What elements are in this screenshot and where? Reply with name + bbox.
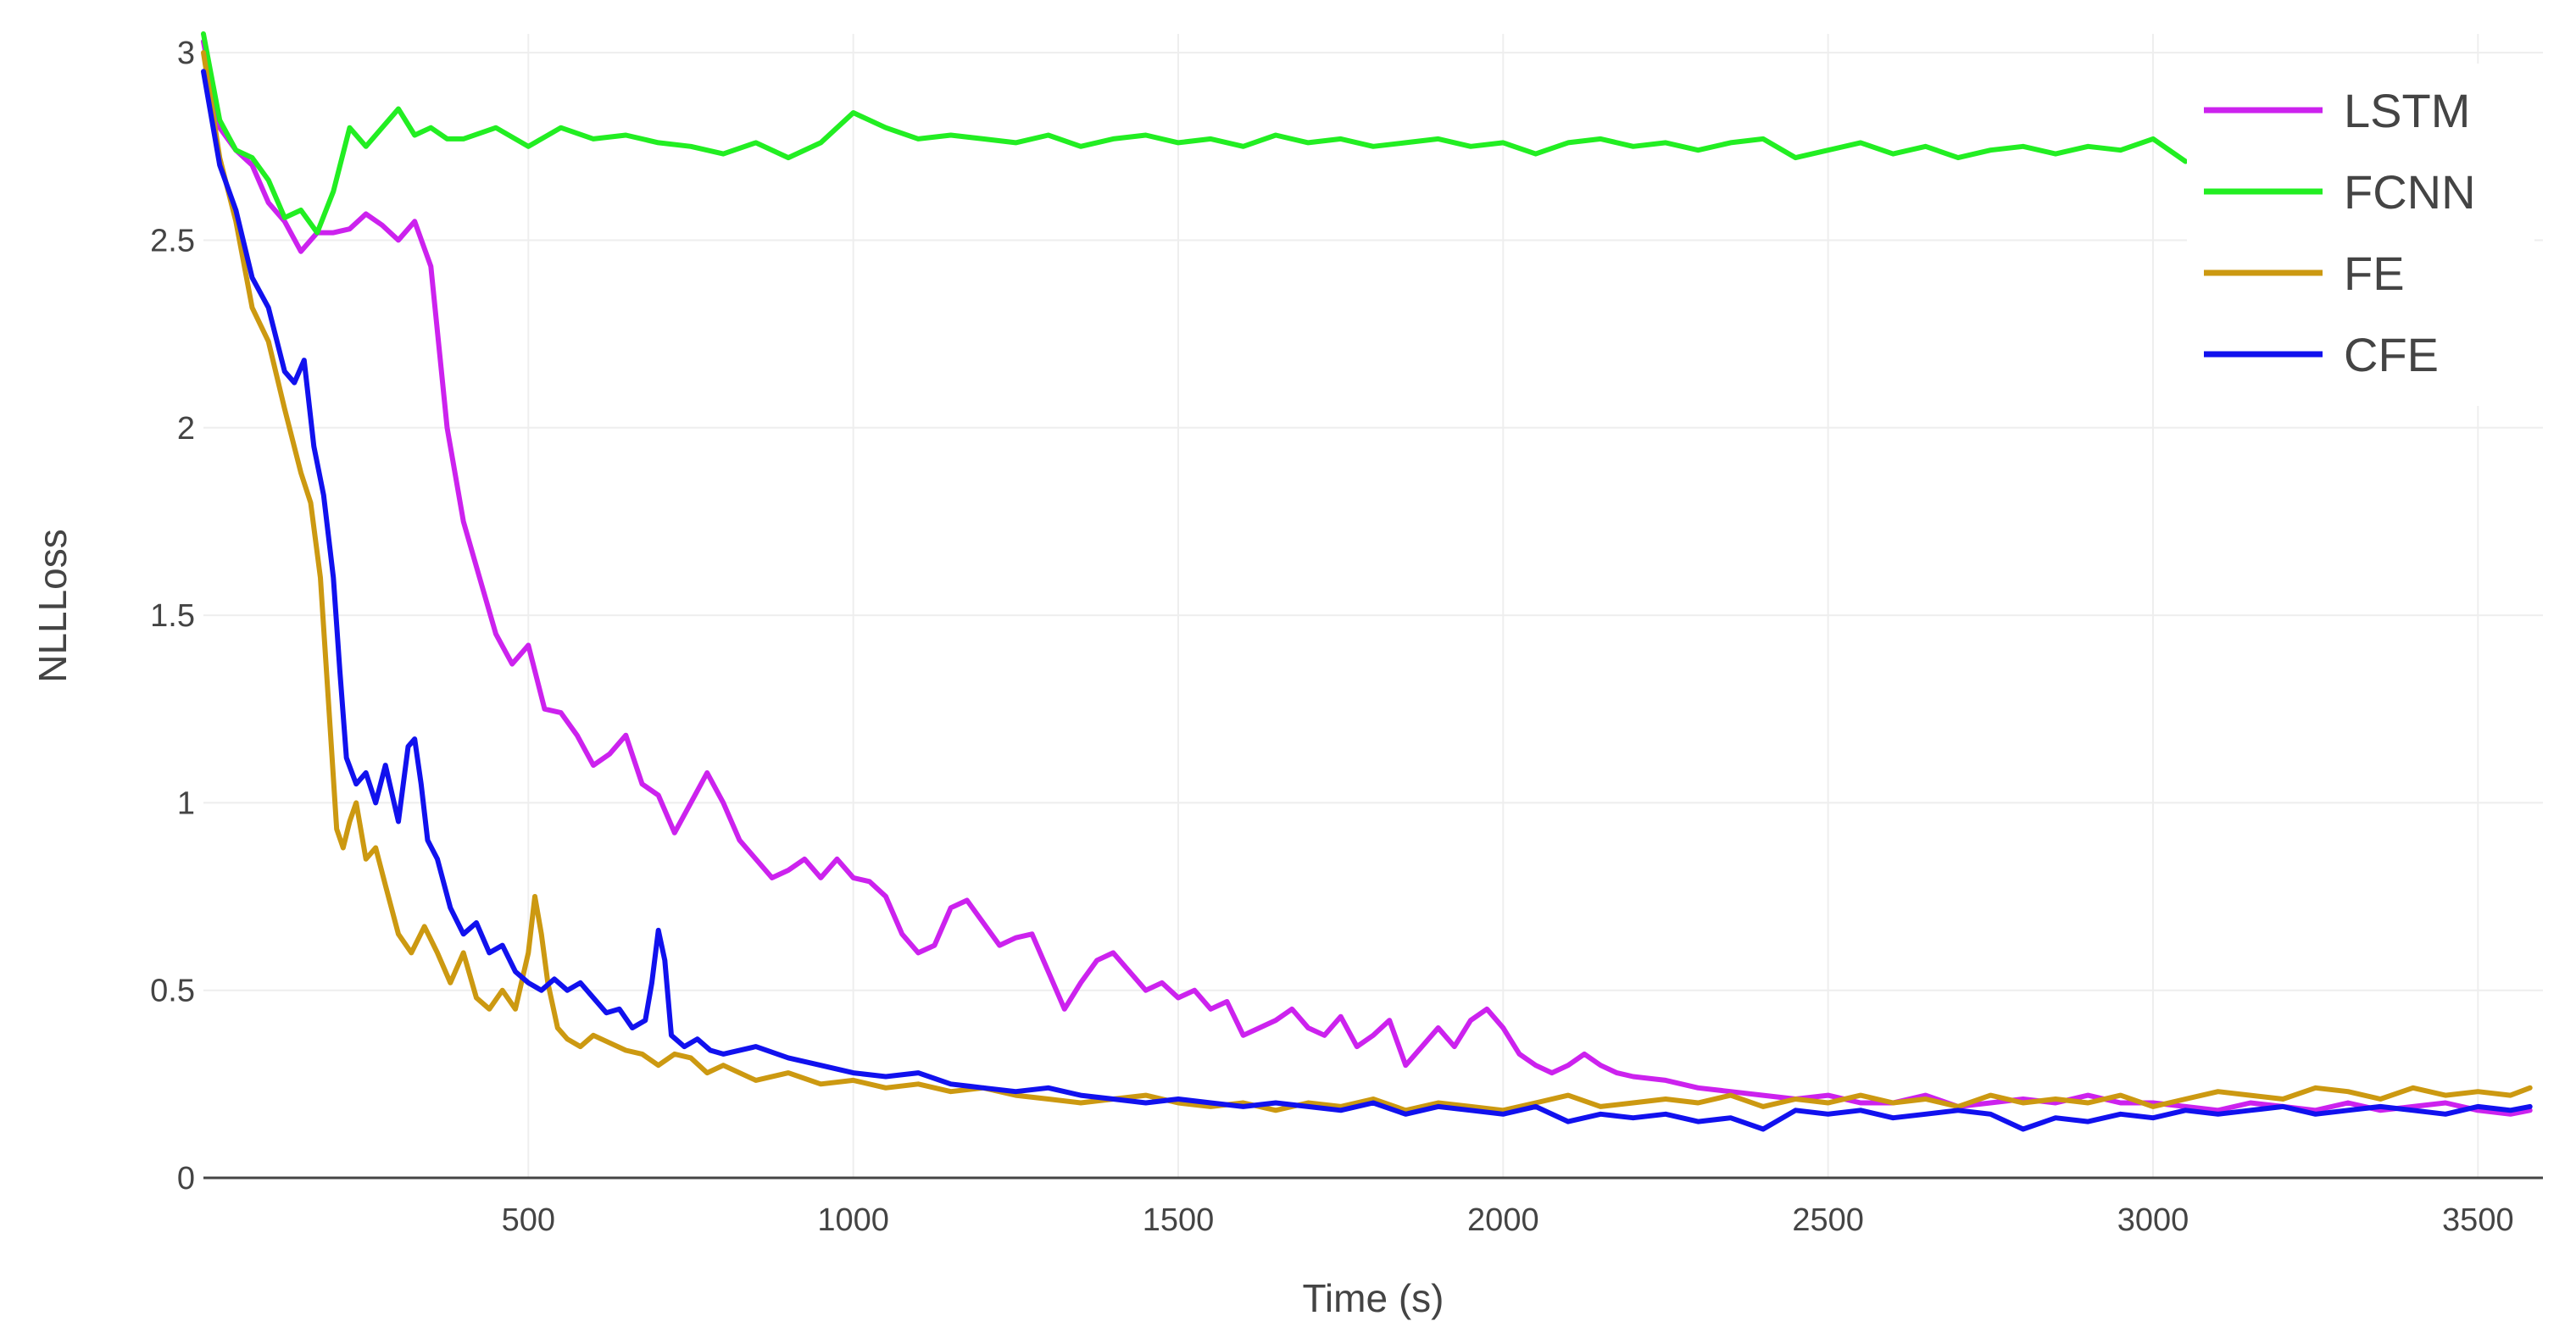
y-tick-label: 2 bbox=[177, 411, 195, 447]
legend-label-fcnn: FCNN bbox=[2344, 165, 2476, 219]
series-line-fe bbox=[201, 50, 2533, 1113]
y-tick-label: 3 bbox=[177, 36, 195, 71]
legend: LSTM FCNN FE CFE bbox=[2187, 64, 2534, 406]
y-axis-ticks: 0 0.5 1 1.5 2 2.5 3 bbox=[150, 36, 195, 1196]
x-tick-label: 1500 bbox=[1143, 1202, 1215, 1238]
x-axis-title: Time (s) bbox=[1303, 1276, 1444, 1320]
x-tick-label: 2000 bbox=[1467, 1202, 1539, 1238]
x-axis-ticks: 500 1000 1500 2000 2500 3000 3500 bbox=[502, 1202, 2514, 1238]
series-line-lstm bbox=[201, 38, 2533, 1117]
x-tick-label: 500 bbox=[502, 1202, 555, 1238]
series-line-fcnn bbox=[201, 31, 2189, 236]
legend-label-lstm: LSTM bbox=[2344, 84, 2470, 137]
y-tick-label: 0 bbox=[177, 1161, 195, 1196]
x-tick-label: 1000 bbox=[817, 1202, 889, 1238]
y-tick-label: 1.5 bbox=[150, 598, 195, 634]
legend-label-fe: FE bbox=[2344, 247, 2405, 300]
y-axis-title: NLLLoss bbox=[31, 529, 75, 683]
x-tick-label: 2500 bbox=[1792, 1202, 1864, 1238]
legend-label-cfe: CFE bbox=[2344, 328, 2439, 381]
y-tick-label: 1 bbox=[177, 786, 195, 821]
series-lines bbox=[201, 31, 2533, 1132]
series-line-cfe bbox=[201, 69, 2533, 1132]
y-tick-label: 2.5 bbox=[150, 223, 195, 258]
x-tick-label: 3500 bbox=[2442, 1202, 2514, 1238]
y-tick-label: 0.5 bbox=[150, 974, 195, 1009]
legend-background bbox=[2187, 64, 2534, 406]
x-tick-label: 3000 bbox=[2117, 1202, 2189, 1238]
grid bbox=[203, 34, 2543, 1178]
